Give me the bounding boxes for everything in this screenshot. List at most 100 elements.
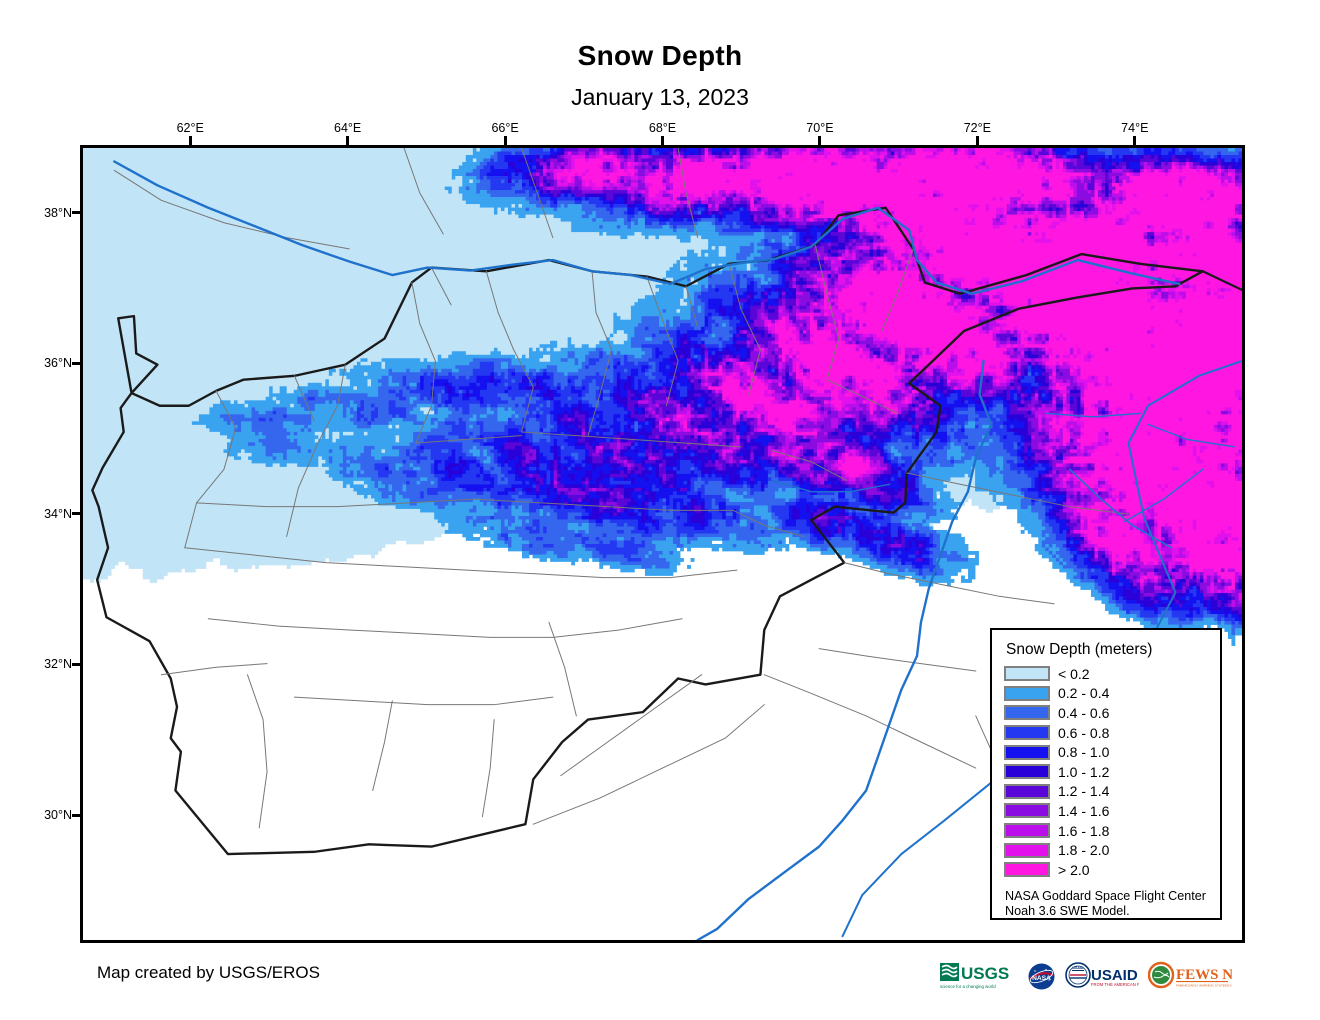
x-tick-mark bbox=[503, 136, 507, 147]
admin-boundary bbox=[485, 270, 534, 433]
legend-box: Snow Depth (meters) < 0.2 0.2 - 0.4 0.4 - … bbox=[990, 628, 1222, 920]
legend-label: < 0.2 bbox=[1058, 665, 1090, 682]
admin-boundary bbox=[521, 431, 742, 448]
tributary bbox=[1147, 423, 1235, 448]
legend-label: 1.4 - 1.6 bbox=[1058, 802, 1110, 819]
legend-row: 1.2 - 1.4 bbox=[1004, 782, 1208, 802]
admin-boundary bbox=[843, 562, 1055, 605]
legend-row: > 2.0 bbox=[1004, 860, 1208, 880]
x-tick-mark bbox=[818, 136, 822, 147]
y-tick-mark bbox=[72, 662, 83, 666]
admin-boundary bbox=[763, 674, 977, 769]
admin-boundary bbox=[906, 472, 1129, 515]
legend-label: 0.2 - 0.4 bbox=[1058, 685, 1110, 702]
admin-boundary bbox=[184, 547, 738, 579]
admin-boundary bbox=[415, 435, 523, 444]
admin-boundary bbox=[293, 375, 315, 422]
admin-boundary bbox=[207, 618, 683, 638]
x-tick-mark bbox=[346, 136, 350, 147]
admin-boundary bbox=[587, 270, 613, 437]
legend-swatch bbox=[1004, 725, 1050, 741]
legend-items: < 0.2 0.2 - 0.4 0.4 - 0.6 0.6 - 0.8 0.8 - 1.… bbox=[1004, 664, 1208, 880]
usgs-logo-icon: USGS science for a changing world bbox=[940, 963, 1009, 989]
usaid-logo: USAID USAID FROM THE AMERICAN PEOPLE bbox=[1065, 959, 1139, 993]
legend-label: 1.0 - 1.2 bbox=[1058, 763, 1110, 780]
legend-swatch bbox=[1004, 764, 1050, 780]
y-tick-label: 36°N bbox=[44, 356, 72, 371]
legend-row: 0.4 - 0.6 bbox=[1004, 703, 1208, 723]
legend-swatch bbox=[1004, 705, 1050, 721]
fews-net-logo-icon: FEWS NET FAMINE EARLY WARNING SYSTEMS NE… bbox=[1148, 961, 1232, 989]
x-tick-label: 64°E bbox=[334, 121, 362, 135]
x-tick-label: 72°E bbox=[963, 121, 991, 135]
admin-boundary bbox=[160, 663, 268, 676]
china-border-segment bbox=[1174, 270, 1242, 292]
legend-row: 0.2 - 0.4 bbox=[1004, 684, 1208, 704]
legend-row: 1.8 - 2.0 bbox=[1004, 840, 1208, 860]
x-tick-label: 68°E bbox=[648, 121, 677, 135]
legend-row: 0.8 - 1.0 bbox=[1004, 742, 1208, 762]
x-tick-label: 70°E bbox=[806, 121, 834, 135]
page-subtitle: January 13, 2023 bbox=[571, 84, 749, 110]
admin-boundary bbox=[196, 498, 734, 511]
legend-swatch bbox=[1004, 803, 1050, 819]
admin-boundary bbox=[184, 390, 237, 549]
admin-boundary bbox=[430, 267, 452, 306]
admin-boundary bbox=[411, 281, 436, 444]
legend-row: < 0.2 bbox=[1004, 664, 1208, 684]
jhelum-river bbox=[1068, 468, 1173, 549]
legend-label: 1.2 - 1.4 bbox=[1058, 783, 1110, 800]
legend-row: 0.6 - 0.8 bbox=[1004, 723, 1208, 743]
y-tick-label: 34°N bbox=[44, 506, 72, 521]
admin-boundary bbox=[403, 148, 444, 235]
admin-boundary bbox=[548, 621, 577, 717]
kashmir-river bbox=[1123, 468, 1204, 523]
admin-boundary bbox=[372, 700, 393, 792]
y-tick-mark bbox=[72, 512, 83, 516]
vector-layer bbox=[91, 148, 1242, 940]
amu-darya-river bbox=[113, 160, 1181, 295]
y-tick-label: 30°N bbox=[44, 808, 72, 823]
fews-net-logo: FEWS NET FAMINE EARLY WARNING SYSTEMS NE… bbox=[1148, 959, 1232, 993]
usgs-logo: USGS science for a changing world bbox=[940, 959, 1018, 993]
legend-label: 0.4 - 0.6 bbox=[1058, 704, 1110, 721]
legend-swatch bbox=[1004, 842, 1050, 858]
legend-row: 1.6 - 1.8 bbox=[1004, 821, 1208, 841]
admin-boundary bbox=[818, 648, 977, 672]
legend-note-line1: NASA Goddard Space Flight Center bbox=[1005, 888, 1206, 903]
admin-boundary bbox=[286, 364, 346, 538]
raster-layer bbox=[83, 148, 1242, 646]
y-tick-label: 32°N bbox=[44, 657, 72, 672]
admin-boundary bbox=[685, 285, 699, 328]
legend-swatch bbox=[1004, 783, 1050, 799]
legend-swatch bbox=[1004, 685, 1050, 701]
legend-row: 1.0 - 1.2 bbox=[1004, 762, 1208, 782]
snow-depth-raster bbox=[83, 148, 1242, 940]
nasa-logo-icon: NASA bbox=[1028, 963, 1055, 989]
admin-boundary bbox=[728, 263, 761, 396]
y-tick-mark bbox=[72, 361, 83, 365]
x-tick-mark bbox=[661, 136, 664, 147]
legend-swatch bbox=[1004, 823, 1050, 839]
admin-boundary bbox=[293, 696, 554, 706]
admin-boundary bbox=[677, 148, 699, 239]
map-canvas[interactable] bbox=[80, 145, 1245, 943]
legend-title: Snow Depth (meters) bbox=[1006, 641, 1153, 658]
legend-swatch bbox=[1004, 666, 1050, 682]
x-tick-label: 74°E bbox=[1121, 121, 1149, 135]
admin-boundary bbox=[521, 148, 554, 239]
x-tick-mark bbox=[1133, 136, 1137, 147]
legend-label: 0.6 - 0.8 bbox=[1058, 724, 1110, 741]
legend-swatch bbox=[1004, 744, 1050, 760]
admin-boundary bbox=[532, 704, 765, 825]
admin-boundary bbox=[646, 276, 679, 407]
legend-label: 1.6 - 1.8 bbox=[1058, 822, 1110, 839]
admin-boundary bbox=[826, 379, 898, 414]
legend-label: 1.8 - 2.0 bbox=[1058, 842, 1110, 859]
indus-river bbox=[696, 359, 993, 940]
legend-note-line2: Noah 3.6 SWE Model. bbox=[1005, 903, 1130, 918]
legend-swatch bbox=[1004, 862, 1050, 878]
x-tick-mark bbox=[188, 136, 192, 147]
tributary bbox=[1045, 412, 1141, 418]
